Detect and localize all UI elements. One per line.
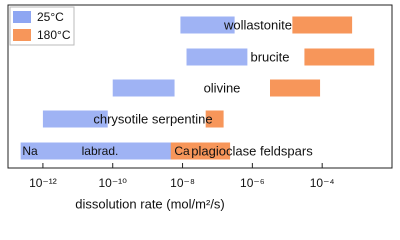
annotation: Na xyxy=(22,144,38,158)
range-bar xyxy=(20,142,195,160)
range-bar xyxy=(112,79,175,97)
category-label: wollastonite xyxy=(223,17,292,32)
category-label: plagioclase feldspars xyxy=(191,143,313,158)
legend-label: 180°C xyxy=(37,28,71,42)
range-bar xyxy=(269,79,321,97)
category-label: chrysotile serpentine xyxy=(93,111,212,126)
category-label: brucite xyxy=(250,49,289,64)
range-bar xyxy=(42,110,108,128)
x-tick-label: 10⁻¹⁰ xyxy=(98,176,127,190)
annotation: Ca xyxy=(174,144,190,158)
legend-swatch xyxy=(13,11,31,23)
x-tick-label: 10⁻⁴ xyxy=(310,176,335,190)
x-axis-label: dissolution rate (mol/m²/s) xyxy=(75,196,225,211)
x-tick-label: 10⁻⁸ xyxy=(170,176,195,190)
range-bar xyxy=(170,142,231,160)
annotation: labrad. xyxy=(82,144,119,158)
category-label: olivine xyxy=(204,80,241,95)
x-tick-label: 10⁻⁶ xyxy=(240,176,265,190)
range-bar xyxy=(205,110,224,128)
range-bar xyxy=(180,16,235,34)
x-tick-label: 10⁻¹² xyxy=(29,176,57,190)
legend-label: 25°C xyxy=(37,10,64,24)
range-bar xyxy=(186,48,248,66)
chart: dissolution rate (mol/m²/s) 10⁻¹² 10⁻¹⁰ 10… xyxy=(7,4,393,211)
range-bar xyxy=(292,16,353,34)
legend-swatch xyxy=(13,29,31,41)
range-bar xyxy=(304,48,375,66)
plot-frame xyxy=(7,4,393,169)
